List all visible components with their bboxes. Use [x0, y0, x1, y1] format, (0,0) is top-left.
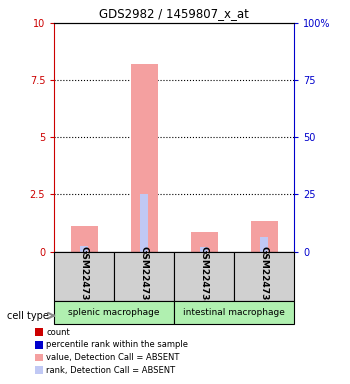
Text: count: count [46, 328, 70, 337]
Bar [251, 221, 278, 252]
Text: GSM224735: GSM224735 [140, 246, 149, 307]
Bar [200, 247, 208, 252]
Bar [174, 301, 294, 324]
Bar [260, 237, 268, 252]
Bar [234, 252, 294, 301]
Text: GSM224736: GSM224736 [260, 246, 268, 307]
Text: percentile rank within the sample: percentile rank within the sample [46, 340, 188, 349]
Bar [174, 252, 234, 301]
Bar [35, 328, 43, 336]
Bar [114, 252, 174, 301]
Bar [191, 232, 218, 252]
Bar [140, 194, 148, 252]
Bar [35, 366, 43, 374]
Text: rank, Detection Call = ABSENT: rank, Detection Call = ABSENT [46, 366, 175, 375]
Text: cell type: cell type [7, 311, 49, 321]
Text: intestinal macrophage: intestinal macrophage [183, 308, 285, 318]
Bar [35, 341, 43, 349]
Text: value, Detection Call = ABSENT: value, Detection Call = ABSENT [46, 353, 180, 362]
Title: GDS2982 / 1459807_x_at: GDS2982 / 1459807_x_at [99, 7, 249, 20]
Bar [80, 246, 88, 252]
Bar [54, 252, 114, 301]
Text: GSM224733: GSM224733 [80, 246, 89, 307]
Bar [35, 354, 43, 361]
Bar [54, 301, 174, 324]
Bar [71, 227, 98, 252]
Text: GSM224734: GSM224734 [199, 246, 209, 307]
Text: splenic macrophage: splenic macrophage [69, 308, 160, 318]
Bar [131, 64, 158, 252]
